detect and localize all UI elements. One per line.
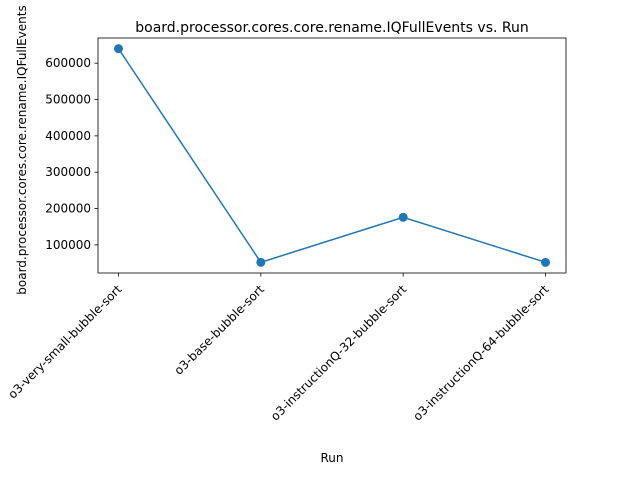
x-axis-ticks: o3-very-small-bubble-sort o3-base-bubble-…	[5, 273, 552, 423]
x-tick-label: o3-very-small-bubble-sort	[5, 282, 124, 401]
data-point	[114, 44, 123, 54]
chart-title: board.processor.cores.core.rename.IQFull…	[135, 20, 528, 36]
series-line	[117, 48, 546, 264]
y-tick-label: 400000	[45, 129, 91, 143]
y-tick-label: 200000	[45, 202, 91, 216]
series-group	[114, 44, 550, 267]
data-point	[541, 257, 550, 267]
x-tick-label: o3-instructionQ-32-bubble-sort	[268, 282, 409, 423]
y-tick-label: 600000	[45, 56, 91, 70]
x-tick-label: o3-instructionQ-64-bubble-sort	[410, 282, 551, 423]
x-axis-label: Run	[320, 451, 343, 465]
y-tick-label: 100000	[45, 238, 91, 252]
plot-area	[97, 37, 567, 274]
y-axis-label: board.processor.cores.core.rename.IQFull…	[15, 5, 29, 294]
data-point	[398, 212, 408, 222]
y-tick-label: 300000	[45, 165, 91, 179]
y-axis-ticks: 100000 200000 300000 400000 500000 600000	[45, 56, 98, 252]
y-tick-label: 500000	[45, 93, 91, 107]
data-point	[256, 257, 266, 267]
x-tick-label: o3-base-bubble-sort	[172, 282, 268, 378]
